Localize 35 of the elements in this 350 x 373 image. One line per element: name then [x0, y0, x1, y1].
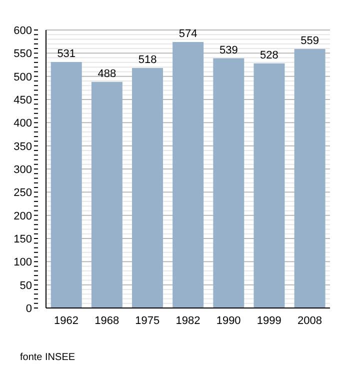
- source-note: fonte INSEE: [20, 352, 76, 363]
- y-tick-label: 150: [14, 234, 32, 246]
- y-tick-label: 50: [20, 280, 32, 292]
- y-tick-label: 0: [26, 303, 32, 315]
- data-label: 559: [300, 34, 319, 47]
- y-tick-label: 300: [14, 164, 32, 176]
- x-tick-label: 1999: [256, 314, 282, 327]
- bar: [172, 42, 204, 308]
- data-label: 488: [98, 68, 116, 80]
- y-tick-label: 550: [14, 48, 32, 60]
- y-tick-label: 100: [14, 256, 32, 269]
- x-tick-label: 1962: [54, 314, 79, 327]
- y-tick-label: 250: [14, 187, 32, 200]
- y-tick-label: 500: [14, 71, 32, 84]
- data-label: 531: [57, 48, 76, 60]
- bar: [50, 62, 82, 308]
- data-label: 518: [138, 54, 157, 66]
- bar: [254, 63, 285, 308]
- y-tick-label: 450: [14, 94, 32, 106]
- bar: [132, 68, 164, 308]
- x-tick-label: 2008: [297, 314, 322, 327]
- x-tick-label: 1990: [216, 314, 241, 327]
- bar: [213, 58, 244, 308]
- bar: [91, 82, 122, 308]
- data-label: 528: [260, 49, 278, 62]
- y-tick-label: 600: [14, 25, 32, 37]
- data-label: 539: [219, 44, 238, 56]
- data-label: 574: [178, 28, 198, 40]
- y-tick-label: 350: [14, 140, 32, 153]
- x-tick-label: 1982: [176, 314, 200, 327]
- bar: [294, 48, 326, 308]
- x-tick-label: 1968: [94, 314, 120, 327]
- y-tick-label: 400: [14, 118, 32, 130]
- x-tick-label: 1975: [135, 314, 160, 327]
- y-tick-label: 200: [14, 210, 32, 222]
